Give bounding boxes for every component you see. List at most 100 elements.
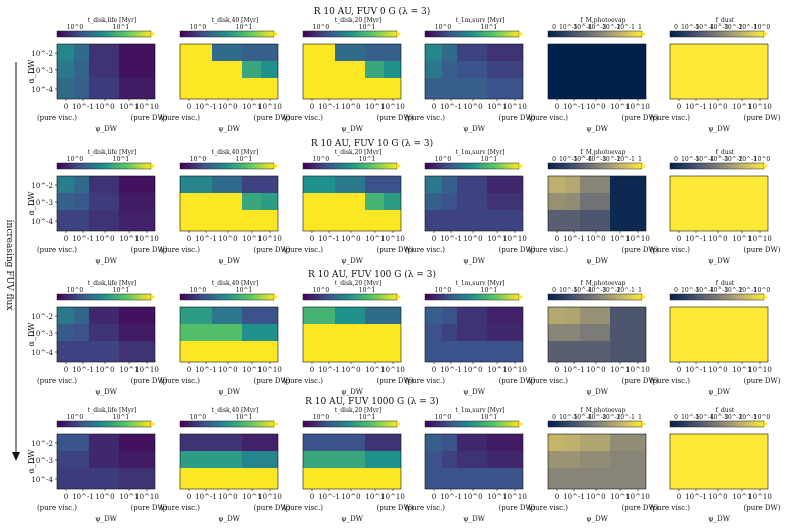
x-tick-label: 10^0: [218, 366, 237, 374]
heatmap-cell: [506, 78, 523, 99]
x-tick-label: 10^-1: [563, 103, 585, 111]
colorbar-tick-label: 10^-5: [559, 287, 578, 294]
heatmap-cell: [197, 434, 212, 451]
x-tick-label: 10^1: [119, 493, 138, 501]
y-tick-label: 10^-4: [31, 476, 53, 484]
heatmap-cell: [89, 193, 119, 210]
colorbar: [424, 162, 520, 170]
panel-frame: [669, 433, 769, 490]
heatmap-cell: [197, 78, 212, 99]
heatmap-cell: [442, 451, 457, 468]
heatmap-cell: [565, 324, 580, 341]
heatmap-cell: [89, 307, 119, 324]
heatmap-cell: [138, 324, 155, 341]
x-end-label-left: (pure visc.): [528, 377, 568, 385]
x-axis-label: ψ_DW: [95, 515, 118, 523]
heatmap-cell: [180, 210, 197, 231]
heatmap-cell: [548, 176, 565, 193]
heatmap-cell: [57, 78, 74, 99]
heatmap-cell: [732, 324, 751, 341]
heatmap-cell: [57, 44, 74, 61]
heatmap-cell: [732, 176, 751, 193]
colorbar-tick-label: 10^-4: [573, 24, 592, 31]
x-end-label-left: (pure visc.): [405, 246, 445, 254]
heatmap-cell: [751, 210, 768, 231]
panel-t_dust_surv-row-0: t_1m,surv [Myr]10^0 10^10 10^-1 10^0 10^110^…: [405, 17, 536, 133]
heatmap-cell: [119, 451, 138, 468]
heatmap-cell: [580, 176, 610, 193]
x-tick-label: 10^-1: [72, 366, 94, 374]
heatmap-cell: [629, 176, 646, 193]
heatmap-cell: [487, 210, 506, 231]
y-tick-label: 10^-2: [31, 182, 53, 190]
panel-frame: [302, 433, 402, 490]
colorbar-tick-label: 10^0: [435, 287, 452, 294]
colorbar-label: f_M,photoevap: [581, 280, 626, 287]
heatmap-cell: [629, 210, 646, 231]
panel-frame: [669, 175, 769, 232]
heatmap-cell: [197, 44, 212, 61]
x-axis-label: ψ_DW: [708, 388, 731, 396]
heatmap-cell: [702, 176, 732, 193]
x-tick-label: 10^0: [218, 235, 237, 243]
colorbar-extend-arrow: [151, 421, 155, 427]
heatmap-cell: [212, 176, 242, 193]
colorbar: [302, 162, 398, 170]
heatmap-cell: [320, 434, 335, 451]
y-tick-label: 10^-2: [31, 50, 53, 58]
heatmap-cell: [565, 341, 580, 362]
heatmap-cell: [384, 193, 401, 210]
heatmap-cell: [702, 61, 732, 78]
heatmap-cell: [670, 78, 687, 99]
x-tick-label: 0: [432, 103, 436, 111]
x-end-label-right: (pure DW): [499, 377, 536, 385]
colorbar-tick-label: 10^0: [313, 24, 330, 31]
heatmap-cell: [506, 341, 523, 362]
heatmap-cell: [548, 434, 565, 451]
heatmap-cell: [751, 176, 768, 193]
colorbar-extend-arrow: [397, 31, 401, 37]
heatmap-cell: [506, 193, 523, 210]
x-tick-label: 0: [677, 493, 681, 501]
x-tick-label: 10^-1: [440, 235, 462, 243]
heatmap-cell: [119, 78, 138, 99]
heatmap-cell: [335, 434, 365, 451]
heatmap-cell: [425, 468, 442, 489]
row-title-1: R 10 AU, FUV 10 G (λ = 3): [311, 138, 433, 149]
heatmap-cell: [180, 468, 197, 489]
x-end-label-left: (pure visc.): [160, 504, 200, 512]
x-tick-label: 10^10: [503, 493, 527, 501]
heatmap-cell: [242, 341, 261, 362]
heatmap-cell: [732, 341, 751, 362]
x-end-label-right: (pure DW): [622, 114, 659, 122]
heatmap-cell: [425, 44, 442, 61]
heatmap-cell: [320, 176, 335, 193]
x-end-label-left: (pure visc.): [160, 246, 200, 254]
heatmap-cell: [365, 341, 384, 362]
heatmap-cell: [320, 61, 335, 78]
colorbar-tick-label: 10^-3: [710, 156, 729, 163]
x-tick-label: 10^0: [463, 493, 482, 501]
heatmap-cell: [732, 468, 751, 489]
colorbar-tick-label: 10^-3: [710, 287, 729, 294]
heatmap-cell: [751, 307, 768, 324]
colorbar-tick-label: 10^0: [190, 24, 207, 31]
heatmap-cell: [261, 324, 278, 341]
heatmap-cell: [57, 210, 74, 231]
heatmap-cell: [365, 210, 384, 231]
colorbar-tick-label: 10^1: [481, 287, 497, 294]
x-axis-label: ψ_DW: [463, 388, 486, 396]
colorbar-tick-label: 10^-5: [559, 156, 578, 163]
x-tick-label: 10^1: [242, 493, 261, 501]
heatmap-cell: [212, 324, 242, 341]
colorbar-tick-label: 0: [552, 287, 556, 294]
colorbar-tick-label: 10^0: [313, 287, 330, 294]
colorbar-tick-label: 10^0: [190, 156, 207, 163]
x-tick-label: 0: [555, 103, 559, 111]
x-tick-label: 10^0: [708, 235, 727, 243]
x-tick-label: 10^1: [365, 493, 384, 501]
colorbar-extend-arrow: [519, 31, 523, 37]
